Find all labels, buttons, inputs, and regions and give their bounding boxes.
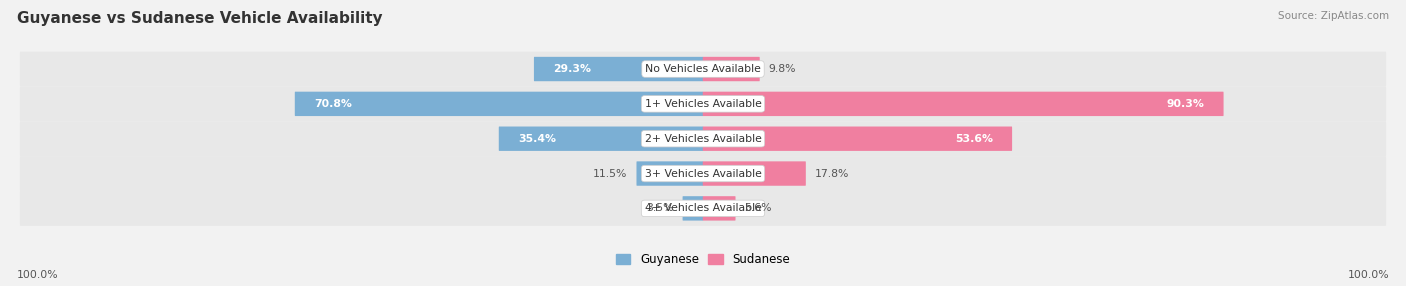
Text: 29.3%: 29.3% xyxy=(553,64,591,74)
Text: 100.0%: 100.0% xyxy=(17,270,59,280)
Text: No Vehicles Available: No Vehicles Available xyxy=(645,64,761,74)
FancyBboxPatch shape xyxy=(703,57,759,81)
FancyBboxPatch shape xyxy=(703,196,735,221)
FancyBboxPatch shape xyxy=(20,121,1386,156)
Text: 4+ Vehicles Available: 4+ Vehicles Available xyxy=(644,203,762,213)
Text: 70.8%: 70.8% xyxy=(314,99,352,109)
FancyBboxPatch shape xyxy=(20,156,1386,191)
Text: 3.5%: 3.5% xyxy=(645,203,673,213)
FancyBboxPatch shape xyxy=(703,161,806,186)
Legend: Guyanese, Sudanese: Guyanese, Sudanese xyxy=(612,248,794,271)
FancyBboxPatch shape xyxy=(682,196,703,221)
Text: 9.8%: 9.8% xyxy=(769,64,796,74)
Text: 90.3%: 90.3% xyxy=(1167,99,1205,109)
FancyBboxPatch shape xyxy=(703,92,1223,116)
Text: 53.6%: 53.6% xyxy=(955,134,993,144)
FancyBboxPatch shape xyxy=(703,126,1012,151)
FancyBboxPatch shape xyxy=(637,161,703,186)
Text: 35.4%: 35.4% xyxy=(517,134,555,144)
Text: 5.6%: 5.6% xyxy=(745,203,772,213)
Text: 100.0%: 100.0% xyxy=(1347,270,1389,280)
FancyBboxPatch shape xyxy=(534,57,703,81)
Text: 17.8%: 17.8% xyxy=(815,168,849,178)
FancyBboxPatch shape xyxy=(499,126,703,151)
FancyBboxPatch shape xyxy=(20,191,1386,226)
Text: Guyanese vs Sudanese Vehicle Availability: Guyanese vs Sudanese Vehicle Availabilit… xyxy=(17,11,382,26)
Text: 2+ Vehicles Available: 2+ Vehicles Available xyxy=(644,134,762,144)
Text: Source: ZipAtlas.com: Source: ZipAtlas.com xyxy=(1278,11,1389,21)
FancyBboxPatch shape xyxy=(20,86,1386,121)
Text: 3+ Vehicles Available: 3+ Vehicles Available xyxy=(644,168,762,178)
FancyBboxPatch shape xyxy=(20,51,1386,86)
Text: 1+ Vehicles Available: 1+ Vehicles Available xyxy=(644,99,762,109)
FancyBboxPatch shape xyxy=(295,92,703,116)
Text: 11.5%: 11.5% xyxy=(593,168,627,178)
